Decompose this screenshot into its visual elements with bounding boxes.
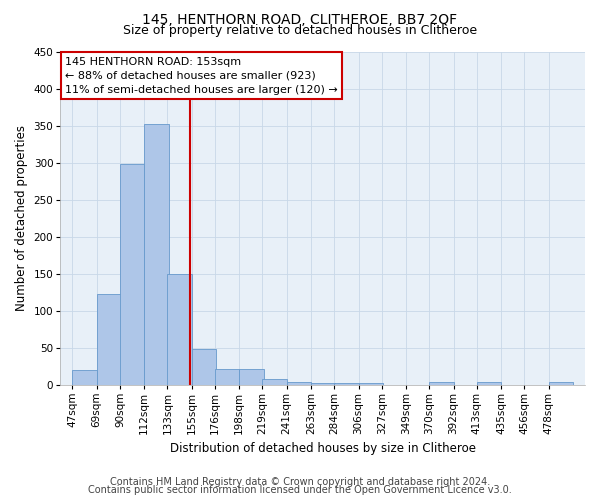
Bar xyxy=(477,382,501,384)
Bar xyxy=(215,369,239,384)
Text: Contains HM Land Registry data © Crown copyright and database right 2024.: Contains HM Land Registry data © Crown c… xyxy=(110,477,490,487)
Bar xyxy=(287,382,311,384)
Text: Contains public sector information licensed under the Open Government Licence v3: Contains public sector information licen… xyxy=(88,485,512,495)
Bar xyxy=(548,382,573,384)
Y-axis label: Number of detached properties: Number of detached properties xyxy=(15,125,28,311)
Text: 145, HENTHORN ROAD, CLITHEROE, BB7 2QF: 145, HENTHORN ROAD, CLITHEROE, BB7 2QF xyxy=(142,12,458,26)
Bar xyxy=(239,369,263,384)
Bar xyxy=(120,164,144,384)
Bar xyxy=(262,378,287,384)
Bar xyxy=(334,383,359,384)
Bar xyxy=(429,382,454,384)
Bar xyxy=(73,370,97,384)
Bar xyxy=(311,383,335,384)
Text: 145 HENTHORN ROAD: 153sqm
← 88% of detached houses are smaller (923)
11% of semi: 145 HENTHORN ROAD: 153sqm ← 88% of detac… xyxy=(65,56,338,94)
Bar xyxy=(97,294,121,384)
Bar xyxy=(359,383,383,384)
Bar xyxy=(144,124,169,384)
Bar xyxy=(167,274,192,384)
Bar xyxy=(192,349,216,384)
Text: Size of property relative to detached houses in Clitheroe: Size of property relative to detached ho… xyxy=(123,24,477,37)
X-axis label: Distribution of detached houses by size in Clitheroe: Distribution of detached houses by size … xyxy=(170,442,476,455)
